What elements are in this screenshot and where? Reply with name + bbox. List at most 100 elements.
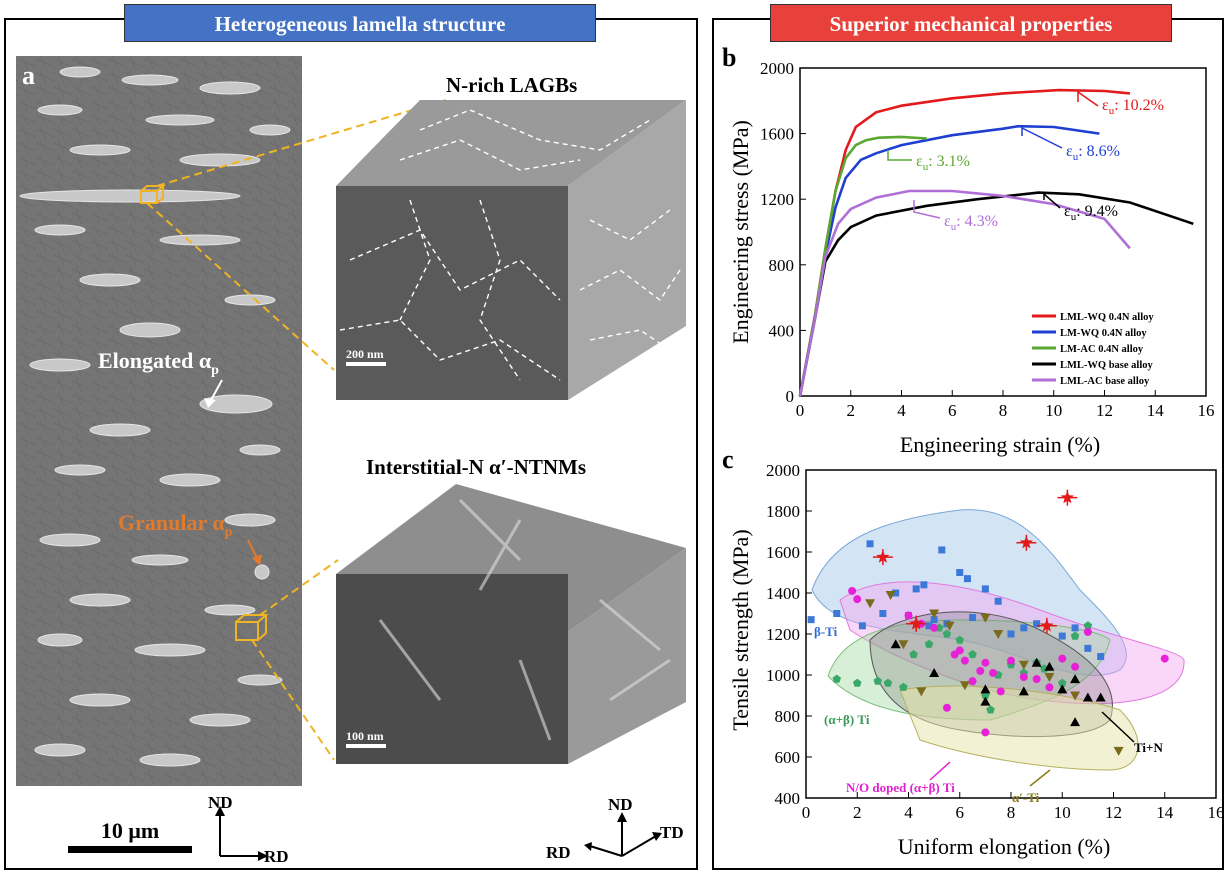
tem-cube-1: 200 nm — [336, 100, 686, 400]
point-beta-ti — [1097, 653, 1105, 661]
x-tick-label: 4 — [897, 401, 906, 420]
point-alpha-prime — [944, 621, 955, 631]
region-alpha-beta-ti: (α+β) Ti — [824, 712, 870, 727]
point-alpha-prime — [980, 613, 991, 623]
point-alpha-beta-ti — [986, 705, 995, 714]
point-ti-n — [980, 684, 991, 694]
sem-image — [16, 56, 302, 786]
point-this-work — [876, 550, 890, 563]
point-ti-n — [1095, 692, 1106, 702]
svg-text:LM-AC 0.4N alloy: LM-AC 0.4N alloy — [1060, 344, 1144, 355]
point-beta-ti — [930, 616, 938, 624]
point-ti-n — [890, 639, 901, 649]
point-beta-ti — [879, 610, 887, 617]
point-ti-n — [1018, 686, 1029, 696]
y-tick-label: 1200 — [766, 625, 800, 644]
y-tick-label: 1600 — [766, 543, 800, 562]
point-no-doped — [1160, 654, 1169, 663]
eu-label-4: εu: 9.4% — [1064, 203, 1118, 223]
point-no-doped — [942, 703, 951, 712]
right-header: Superior mechanical properties — [770, 4, 1172, 42]
point-alpha-beta-ti — [899, 682, 908, 691]
eu-label-3: εu: 3.1% — [916, 153, 970, 173]
chart-c-regions — [811, 509, 1185, 771]
point-alpha-beta-ti — [942, 629, 952, 638]
elongated-arrow — [209, 379, 223, 403]
chart-b-ylabel: Engineering stress (MPa) — [728, 120, 753, 344]
point-beta-ti — [1007, 630, 1015, 638]
cube-marker-1 — [140, 185, 166, 204]
x-tick-label: 6 — [948, 401, 957, 420]
point-alpha-prime — [916, 687, 927, 697]
point-no-doped — [848, 586, 857, 595]
point-no-doped — [976, 666, 985, 675]
point-no-doped — [996, 687, 1005, 696]
point-this-work — [1019, 535, 1033, 549]
point-alpha-beta-ti — [1070, 631, 1080, 640]
point-beta-ti — [1084, 644, 1092, 652]
point-ti-n — [1070, 717, 1081, 727]
point-alpha-beta-ti — [968, 650, 977, 659]
x-tick-label: 2 — [853, 803, 862, 822]
point-alpha-prime — [1044, 673, 1055, 683]
chart-c-xlabel: Uniform elongation (%) — [898, 834, 1111, 859]
y-tick-label: 800 — [775, 707, 801, 726]
point-no-doped — [930, 623, 939, 632]
point-alpha-prime — [865, 599, 876, 609]
point-alpha-beta-ti — [883, 678, 893, 687]
point-alpha-beta-ti — [955, 635, 964, 644]
point-this-work — [909, 616, 923, 630]
x-tick-label: 0 — [802, 803, 811, 822]
x-tick-label: 10 — [1054, 803, 1071, 822]
point-no-doped — [989, 668, 998, 677]
point-no-doped — [955, 646, 964, 655]
point-alpha-beta-ti — [1058, 678, 1067, 687]
x-tick-label: 12 — [1105, 803, 1122, 822]
granular-label: Granular αp — [118, 510, 233, 540]
sem-scalebar-label: 10 μm — [101, 818, 159, 843]
point-no-doped — [1019, 673, 1028, 682]
x-tick-label: 16 — [1198, 401, 1215, 420]
y-tick-label: 800 — [769, 256, 795, 275]
y-tick-label: 2000 — [760, 59, 794, 78]
point-no-doped — [853, 595, 862, 604]
x-tick-label: 8 — [1007, 803, 1016, 822]
point-beta-ti — [1058, 632, 1066, 640]
y-tick-label: 400 — [775, 789, 801, 808]
point-beta-ti — [1033, 620, 1041, 628]
sem-scalebar — [68, 846, 192, 853]
point-beta-ti — [858, 622, 866, 630]
cube-marker-2 — [235, 614, 269, 641]
point-no-doped — [960, 656, 969, 665]
point-beta-ti — [963, 575, 971, 583]
x-tick-label: 10 — [1045, 401, 1062, 420]
point-no-doped — [1083, 627, 1092, 636]
plot-frame — [799, 67, 1207, 397]
point-no-doped — [1032, 675, 1041, 684]
point-ti-n — [1044, 661, 1055, 671]
point-beta-ti — [925, 622, 933, 630]
x-tick-label: 14 — [1147, 401, 1165, 420]
tem1-scalebar: 200 nm — [346, 347, 384, 361]
point-no-doped — [981, 728, 990, 737]
left-header: Heterogeneous lamella structure — [124, 4, 596, 42]
region-ti-n: Ti+N — [1134, 740, 1163, 755]
point-beta-ti — [920, 581, 928, 589]
y-tick-label: 400 — [769, 321, 795, 340]
point-beta-ti — [866, 540, 874, 548]
chart-c-ylabel: Tensile strength (MPa) — [728, 529, 753, 730]
point-alpha-prime — [1113, 746, 1124, 756]
point-beta-ti — [1020, 624, 1028, 632]
point-alpha-prime — [898, 640, 909, 650]
point-ti-n — [980, 696, 991, 706]
svg-text:LML-WQ 0.4N alloy: LML-WQ 0.4N alloy — [1060, 312, 1154, 323]
eu-label-5: εu: 4.3% — [944, 213, 998, 233]
point-no-doped — [1071, 662, 1080, 671]
point-no-doped — [904, 611, 913, 620]
point-alpha-prime — [1018, 660, 1029, 670]
point-beta-ti — [981, 585, 989, 593]
point-beta-ti — [956, 569, 964, 576]
tem-cube-2: 100 nm — [336, 484, 686, 764]
x-tick-label: 8 — [999, 401, 1008, 420]
